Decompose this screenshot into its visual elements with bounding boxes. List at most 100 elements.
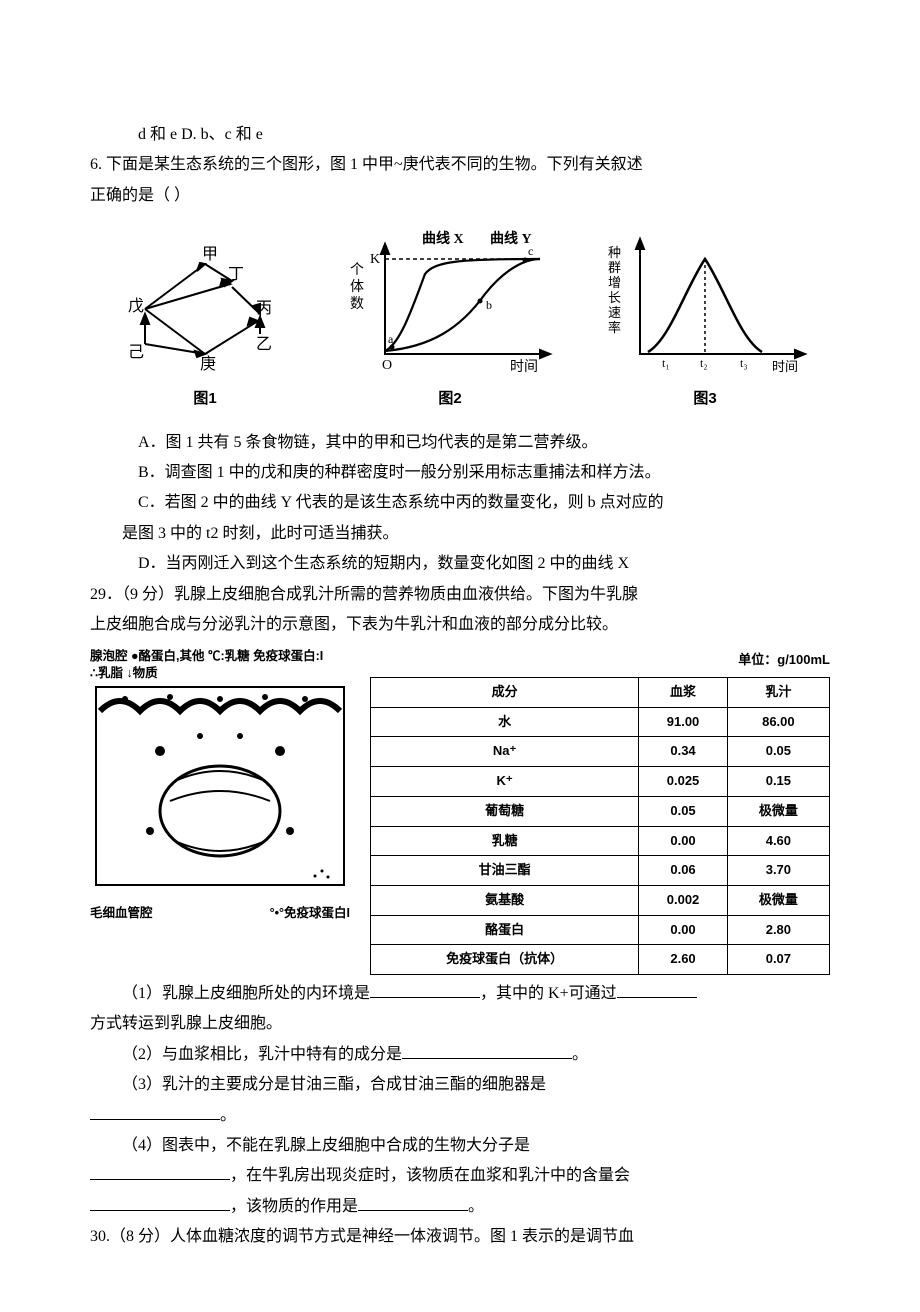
table-row: 氨基酸0.002极微量 xyxy=(371,885,830,915)
table-row: 乳糖0.004.60 xyxy=(371,826,830,856)
q29-p3end: 。 xyxy=(220,1107,236,1124)
table-cell: 0.34 xyxy=(639,737,727,767)
svg-text:K: K xyxy=(370,252,380,267)
table-cell: 0.05 xyxy=(639,796,727,826)
table-cell: 86.00 xyxy=(727,707,829,737)
growth-rate-chart-icon: 种群增 长速率 时间 t₁ t₂ t₃ xyxy=(600,229,810,379)
diagram-bottom-caption: 毛细血管腔 °•°免疫球蛋白I xyxy=(90,902,350,926)
logistic-chart-icon: 曲线 X 曲线 Y 个体数 时间 O K a b c xyxy=(340,229,560,379)
svg-text:时间: 时间 xyxy=(510,359,538,375)
table-row: Na⁺0.340.05 xyxy=(371,737,830,767)
fig2-label: 图2 xyxy=(340,385,560,414)
q29-stem-line2: 上皮细胞合成与分泌乳汁的示意图，下表为牛乳汁和血液的部分成分比较。 xyxy=(90,610,830,640)
table-cell: 0.00 xyxy=(639,915,727,945)
food-web-icon: 甲 丁 丙 乙 庚 戊 己 xyxy=(110,239,300,379)
diagram-sub-labels: ∴乳脂 ↓物质 xyxy=(90,666,158,680)
svg-text:乙: 乙 xyxy=(256,336,272,353)
table-unit: 单位：g/100mL xyxy=(370,648,830,673)
q29-p1c: 方式转运到乳腺上皮细胞。 xyxy=(90,1009,830,1039)
table-cell: 氨基酸 xyxy=(371,885,639,915)
svg-text:种: 种 xyxy=(608,245,621,260)
table-cell: 葡萄糖 xyxy=(371,796,639,826)
table-cell: 水 xyxy=(371,707,639,737)
q29-p3-end: 。 xyxy=(90,1101,830,1131)
q29-p2b: 。 xyxy=(572,1046,588,1063)
table-cell: 0.002 xyxy=(639,885,727,915)
svg-text:t₂: t₂ xyxy=(700,356,708,370)
q30-stem: 30.（8 分）人体血糖浓度的调节方式是神经一体液调节。图 1 表示的是调节血 xyxy=(90,1222,830,1252)
svg-text:O: O xyxy=(382,358,392,373)
table-row: 甘油三酯0.063.70 xyxy=(371,856,830,886)
table-cell: 2.60 xyxy=(639,945,727,975)
q6-fig2: 曲线 X 曲线 Y 个体数 时间 O K a b c xyxy=(340,229,560,379)
q29-table-wrap: 单位：g/100mL 成分血浆乳汁 水91.0086.00Na⁺0.340.05… xyxy=(370,648,830,975)
q29-p4c-line: ，该物质的作用是 。 xyxy=(90,1192,830,1222)
svg-text:曲线 Y: 曲线 Y xyxy=(490,230,532,247)
q29-p4b: ，在牛乳房出现炎症时，该物质在血浆和乳汁中的含量会 xyxy=(230,1167,630,1184)
table-row: 酪蛋白0.002.80 xyxy=(371,915,830,945)
table-cell: 乳糖 xyxy=(371,826,639,856)
svg-text:b: b xyxy=(486,298,492,312)
svg-text:增: 增 xyxy=(608,275,621,290)
svg-text:a: a xyxy=(388,332,394,346)
svg-text:丁: 丁 xyxy=(228,266,244,283)
q29-p1b: ，其中的 K+可通过 xyxy=(480,985,617,1002)
fig3-label: 图3 xyxy=(600,385,810,414)
table-cell: 0.07 xyxy=(727,945,829,975)
table-cell: 2.80 xyxy=(727,915,829,945)
q29-figure-table-row: 腺泡腔 ●酪蛋白,其他 ℃:乳糖 免疫球蛋白:I ∴乳脂 ↓物质 xyxy=(90,648,830,975)
svg-text:率: 率 xyxy=(608,320,621,335)
table-cell: 酪蛋白 xyxy=(371,915,639,945)
diagram-bottom-right: °•°免疫球蛋白I xyxy=(270,902,350,926)
q29-p4c: ，该物质的作用是 xyxy=(230,1198,358,1215)
q29-p1: （1）乳腺上皮细胞所处的内环境是 ，其中的 K+可通过 xyxy=(90,979,830,1009)
table-cell: 91.00 xyxy=(639,707,727,737)
cell-secretion-icon xyxy=(90,681,350,891)
diagram-bottom-left: 毛细血管腔 xyxy=(90,902,153,926)
q29-cell-diagram: 腺泡腔 ●酪蛋白,其他 ℃:乳糖 免疫球蛋白:I ∴乳脂 ↓物质 xyxy=(90,648,350,926)
blank xyxy=(90,1101,220,1120)
blank xyxy=(358,1192,468,1211)
q29-p4b-line: ，在牛乳房出现炎症时，该物质在血浆和乳汁中的含量会 xyxy=(90,1161,830,1191)
svg-text:t₃: t₃ xyxy=(740,356,748,370)
q6-fig3: 种群增 长速率 时间 t₁ t₂ t₃ xyxy=(600,229,810,379)
table-row: 水91.0086.00 xyxy=(371,707,830,737)
q29-p2: （2）与血浆相比，乳汁中特有的成分是。 xyxy=(90,1040,830,1070)
svg-text:曲线 X: 曲线 X xyxy=(422,230,464,247)
q29-p1a: （1）乳腺上皮细胞所处的内环境是 xyxy=(122,985,370,1002)
table-cell: K⁺ xyxy=(371,767,639,797)
q6-fig1: 甲 丁 丙 乙 庚 戊 己 xyxy=(110,239,300,379)
q6-figure-labels: 图1 图2 图3 xyxy=(90,385,830,414)
blank xyxy=(90,1162,230,1181)
q6-stem-line2: 正确的是（ ） xyxy=(90,181,830,211)
svg-text:戊: 戊 xyxy=(128,297,144,315)
q6-opt-a: A．图 1 共有 5 条食物链，其中的甲和已均代表的是第二营养级。 xyxy=(90,428,830,458)
table-row: 免疫球蛋白（抗体）2.600.07 xyxy=(371,945,830,975)
svg-text:c: c xyxy=(528,244,533,258)
table-header: 成分 xyxy=(371,678,639,708)
svg-text:甲: 甲 xyxy=(202,246,218,263)
table-header: 血浆 xyxy=(639,678,727,708)
table-header: 乳汁 xyxy=(727,678,829,708)
fragment-line: d 和 e D. b、c 和 e xyxy=(90,120,830,150)
table-row: K⁺0.0250.15 xyxy=(371,767,830,797)
table-cell: 0.00 xyxy=(639,826,727,856)
q29-p4d: 。 xyxy=(468,1198,484,1215)
q6-stem-line1: 6. 下面是某生态系统的三个图形，图 1 中甲~庚代表不同的生物。下列有关叙述 xyxy=(90,150,830,180)
table-row: 葡萄糖0.05极微量 xyxy=(371,796,830,826)
q6-opt-d: D．当丙刚迁入到这个生态系统的短期内，数量变化如图 2 中的曲线 X xyxy=(90,549,830,579)
svg-text:时间: 时间 xyxy=(772,359,798,374)
q6-opt-c1: C．若图 2 中的曲线 Y 代表的是该生态系统中丙的数量变化，则 b 点对应的 xyxy=(90,488,830,518)
blank xyxy=(617,979,697,998)
svg-text:长: 长 xyxy=(608,290,621,305)
table-cell: 极微量 xyxy=(727,796,829,826)
table-cell: 0.06 xyxy=(639,856,727,886)
q29-p3: （3）乳汁的主要成分是甘油三酯，合成甘油三酯的细胞器是 xyxy=(90,1070,830,1100)
fig1-label: 图1 xyxy=(110,385,300,414)
blank xyxy=(402,1040,572,1059)
svg-text:数: 数 xyxy=(350,296,364,312)
table-cell: 极微量 xyxy=(727,885,829,915)
diagram-top-caption: 腺泡腔 ●酪蛋白,其他 ℃:乳糖 免疫球蛋白:I ∴乳脂 ↓物质 xyxy=(90,648,350,681)
q6-figures-row: 甲 丁 丙 乙 庚 戊 己 曲线 X 曲线 Y 个体数 时间 xyxy=(90,229,830,379)
svg-text:丙: 丙 xyxy=(256,300,272,317)
